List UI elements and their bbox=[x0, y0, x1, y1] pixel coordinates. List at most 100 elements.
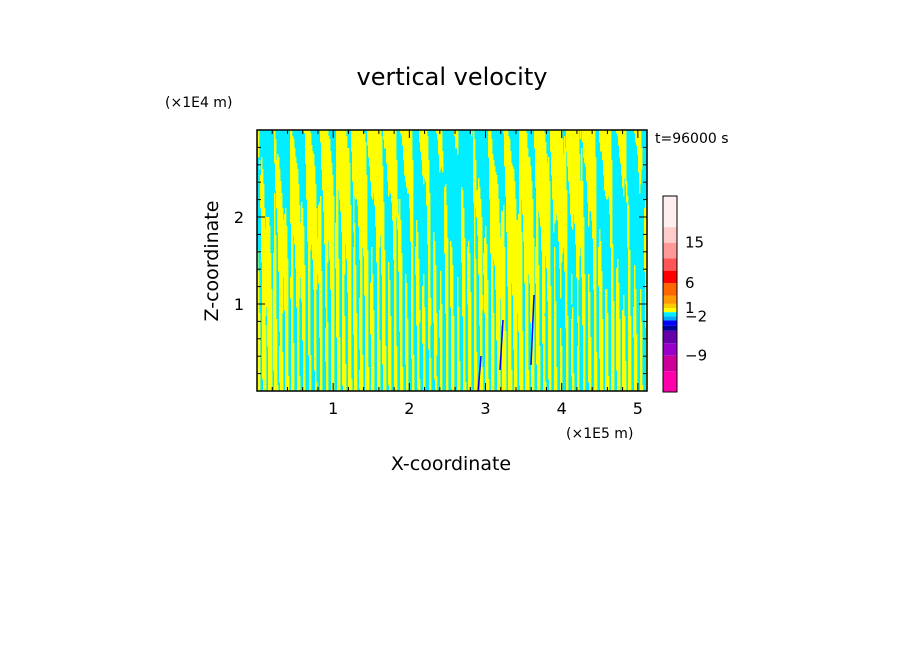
positive-cell bbox=[535, 277, 540, 281]
positive-cell bbox=[479, 307, 484, 311]
positive-cell bbox=[325, 337, 329, 341]
positive-cell bbox=[543, 355, 546, 359]
positive-cell bbox=[305, 148, 313, 152]
positive-cell bbox=[326, 367, 329, 371]
positive-cell bbox=[405, 280, 407, 284]
positive-cell bbox=[451, 376, 455, 380]
positive-cell bbox=[577, 388, 580, 391]
positive-cell bbox=[433, 238, 435, 242]
positive-cell bbox=[354, 388, 358, 391]
positive-cell bbox=[578, 322, 580, 326]
positive-cell bbox=[485, 226, 487, 230]
positive-cell bbox=[583, 361, 586, 365]
positive-cell bbox=[605, 316, 609, 320]
positive-cell bbox=[582, 313, 586, 317]
positive-cell bbox=[478, 247, 483, 251]
positive-cell bbox=[508, 325, 512, 329]
positive-cell bbox=[605, 343, 609, 347]
positive-cell bbox=[551, 163, 567, 167]
positive-cell bbox=[314, 349, 317, 353]
positive-cell bbox=[261, 223, 266, 227]
positive-cell bbox=[446, 379, 449, 383]
positive-cell bbox=[394, 268, 397, 272]
positive-cell bbox=[411, 256, 414, 260]
positive-cell bbox=[314, 364, 317, 368]
positive-cell bbox=[398, 232, 402, 236]
positive-cell bbox=[406, 370, 409, 374]
positive-cell bbox=[522, 199, 534, 203]
positive-cell bbox=[445, 289, 449, 293]
positive-cell bbox=[461, 244, 466, 248]
positive-cell bbox=[605, 295, 608, 299]
positive-cell bbox=[512, 292, 523, 296]
positive-cell bbox=[347, 277, 352, 281]
positive-cell bbox=[474, 322, 477, 326]
positive-cell bbox=[473, 190, 481, 194]
positive-cell bbox=[352, 166, 367, 170]
positive-cell bbox=[535, 166, 550, 170]
positive-cell bbox=[468, 352, 472, 356]
positive-cell bbox=[257, 283, 260, 287]
positive-cell bbox=[594, 367, 598, 371]
positive-cell bbox=[577, 301, 579, 305]
positive-cell bbox=[274, 385, 279, 389]
positive-cell bbox=[257, 352, 261, 356]
positive-cell bbox=[546, 256, 551, 260]
positive-cell bbox=[374, 193, 384, 197]
positive-cell bbox=[513, 331, 518, 335]
positive-cell bbox=[422, 310, 426, 314]
positive-cell bbox=[353, 283, 357, 287]
positive-cell bbox=[554, 271, 556, 275]
positive-cell bbox=[506, 220, 522, 224]
positive-cell bbox=[358, 223, 368, 227]
positive-cell bbox=[399, 277, 403, 281]
positive-cell bbox=[387, 163, 398, 167]
positive-cell bbox=[290, 292, 294, 296]
positive-cell bbox=[640, 295, 642, 299]
positive-cell bbox=[368, 148, 383, 152]
positive-cell bbox=[428, 250, 431, 254]
positive-cell bbox=[450, 244, 452, 248]
positive-cell bbox=[342, 235, 352, 239]
positive-cell bbox=[490, 208, 500, 212]
positive-cell bbox=[388, 304, 391, 308]
positive-cell bbox=[586, 166, 597, 170]
positive-cell bbox=[291, 268, 294, 272]
positive-cell bbox=[461, 211, 465, 215]
positive-cell bbox=[314, 331, 317, 335]
positive-cell bbox=[295, 247, 305, 251]
positive-cell bbox=[547, 277, 551, 281]
positive-cell bbox=[342, 244, 346, 248]
positive-cell bbox=[354, 355, 358, 359]
positive-cell bbox=[491, 277, 494, 281]
positive-cell bbox=[628, 283, 631, 287]
positive-cell bbox=[519, 187, 533, 191]
positive-cell bbox=[353, 202, 355, 206]
positive-cell bbox=[489, 184, 499, 188]
positive-cell bbox=[514, 373, 518, 377]
positive-cell bbox=[445, 268, 449, 272]
positive-cell bbox=[365, 340, 369, 344]
positive-cell bbox=[399, 283, 403, 287]
positive-cell bbox=[307, 202, 317, 206]
positive-cell bbox=[427, 238, 431, 242]
positive-cell bbox=[411, 247, 414, 251]
positive-cell bbox=[592, 229, 597, 233]
positive-cell bbox=[428, 304, 432, 308]
positive-cell bbox=[314, 289, 317, 293]
positive-cell bbox=[348, 373, 352, 377]
positive-cell bbox=[640, 304, 642, 308]
positive-cell bbox=[433, 280, 437, 284]
positive-cell bbox=[331, 328, 335, 332]
positive-cell bbox=[438, 139, 443, 143]
positive-cell bbox=[598, 265, 602, 269]
positive-cell bbox=[306, 190, 317, 194]
positive-cell bbox=[368, 154, 383, 158]
positive-cell bbox=[370, 166, 384, 170]
positive-cell bbox=[337, 352, 341, 356]
positive-cell bbox=[550, 145, 564, 149]
positive-cell bbox=[371, 388, 375, 391]
positive-cell bbox=[290, 130, 293, 134]
positive-cell bbox=[519, 340, 524, 344]
positive-cell bbox=[365, 334, 369, 338]
